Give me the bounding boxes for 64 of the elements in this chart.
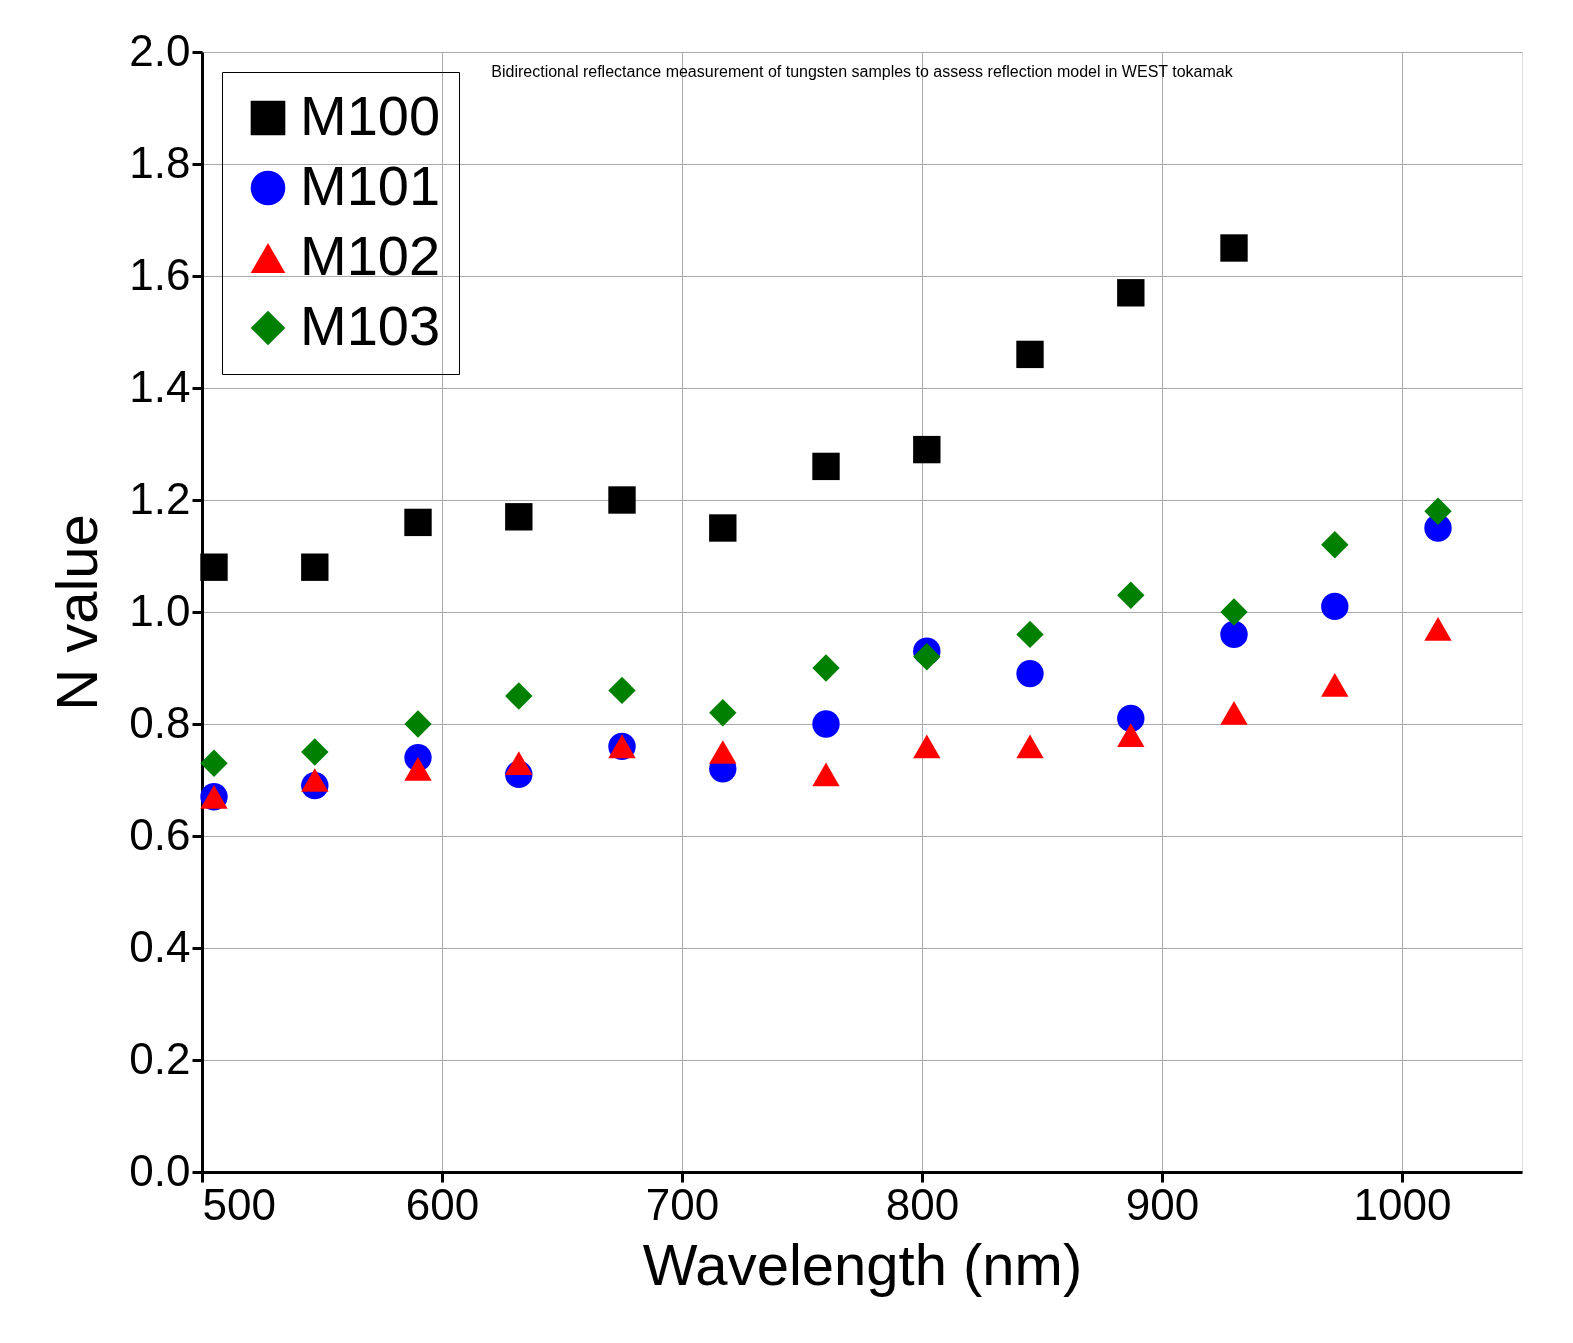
point [1016,620,1044,649]
legend-label: M100 [300,84,441,147]
point [812,452,840,481]
point [1321,531,1349,559]
point [1220,700,1248,725]
point [301,738,329,766]
point [1117,279,1145,307]
y-tick-label: 2.0 [129,25,191,75]
point [1424,616,1452,641]
y-tick-label: 1.4 [129,361,191,411]
x-tick-label: 1000 [1353,1179,1452,1229]
x-tick-label: 500 [202,1179,276,1229]
point [505,682,533,710]
point [913,734,941,759]
y-tick-label: 1.0 [129,585,191,635]
point [505,751,533,776]
point [200,749,228,777]
x-tick-label: 800 [885,1179,960,1229]
y-tick-label: 1.2 [129,473,191,523]
legend-label: M103 [300,294,441,357]
point [404,756,432,781]
point [812,762,840,787]
x-tick-label: 600 [405,1179,480,1229]
point [709,514,737,542]
point [1424,497,1452,525]
point [200,553,228,581]
point [404,508,432,537]
y-tick-label: 0.0 [129,1145,191,1195]
y-tick-label: 0.8 [129,697,191,747]
point [1220,598,1248,626]
point [505,503,533,531]
point [1321,672,1349,697]
y-tick-label: 1.8 [129,137,191,187]
point [608,486,636,514]
x-tick-label: 900 [1125,1179,1200,1229]
y-tick-label: 0.4 [129,921,191,971]
point [913,643,941,671]
point [1321,592,1349,621]
point [301,768,329,792]
point [301,553,329,581]
point [812,654,840,682]
point [1117,723,1145,748]
legend-label: M102 [300,224,441,287]
x-tick-label: 700 [645,1179,720,1229]
point [709,740,737,764]
point [608,676,636,705]
point [404,710,432,738]
point [1220,620,1248,649]
text: Bidirectional reflectance measurement of tungsten samples to assess reflection model in WEST tokamak [491,63,1234,80]
point [812,710,840,738]
point [1117,704,1145,733]
point [1016,659,1044,688]
point [1117,581,1145,609]
y-tick-label: 0.6 [129,809,191,859]
y-tick-label: 1.6 [129,249,191,299]
y-tick-label: 0.2 [129,1033,191,1083]
point [1016,340,1044,369]
legend-label: M101 [300,154,441,217]
point [913,435,941,464]
point [1016,734,1044,759]
y-axis-title: N value [44,514,110,711]
point [709,699,737,727]
point [1220,234,1248,262]
x-axis-title: Wavelength (nm) [642,1231,1083,1297]
